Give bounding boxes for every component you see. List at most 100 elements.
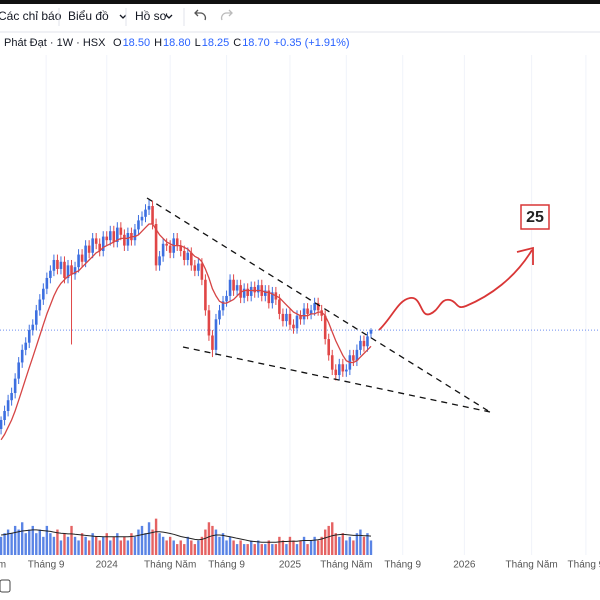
candle-body — [116, 227, 119, 242]
volume-bar — [42, 536, 45, 555]
candle-body — [186, 252, 190, 260]
volume-bar — [260, 544, 263, 555]
volume-bar — [52, 536, 56, 555]
x-tick-label: 2024 — [96, 560, 119, 571]
candle-body — [20, 349, 24, 363]
candle-body — [352, 355, 355, 361]
volume-bar — [285, 544, 288, 555]
candle-body — [218, 310, 221, 320]
volume-bar — [309, 540, 313, 555]
candle-body — [200, 263, 204, 280]
candle-body — [137, 220, 140, 230]
ohlc-value: 18.50 — [123, 37, 151, 49]
volume-bar — [91, 533, 94, 555]
candle-body — [24, 342, 28, 350]
candle-body — [320, 310, 323, 316]
volume-bar — [133, 536, 137, 555]
candle-body — [271, 292, 274, 304]
candle-body — [221, 301, 225, 311]
volume-bar — [130, 533, 133, 555]
candle-body — [144, 209, 147, 217]
volume-bar — [49, 533, 52, 555]
ohlc-key: C — [233, 37, 241, 49]
change-value: +0.35 (+1.91%) — [274, 37, 350, 49]
candle-body — [31, 324, 35, 331]
candle-body — [133, 229, 137, 241]
candle-body — [299, 315, 302, 320]
undo-button[interactable] — [194, 9, 207, 21]
volume-bar — [235, 544, 239, 555]
volume-bar — [161, 536, 165, 555]
candle-body — [17, 362, 20, 379]
candle-body — [306, 308, 309, 314]
candle-body — [52, 259, 56, 271]
volume-bar — [306, 544, 309, 555]
candle-body — [84, 245, 87, 262]
candle-body — [281, 313, 285, 322]
volume-bar — [126, 540, 130, 555]
volume-bar — [158, 533, 161, 555]
top-bar — [0, 0, 600, 4]
volume-bar — [299, 540, 302, 555]
candle-body — [161, 243, 165, 257]
candle-body — [98, 243, 102, 251]
volume-bar — [87, 540, 91, 555]
candle-body — [123, 234, 126, 246]
volume-bar — [24, 533, 27, 555]
candle-body — [295, 315, 299, 329]
volume-bar — [218, 536, 221, 555]
volume-bar — [119, 540, 123, 555]
candle-body — [323, 315, 327, 340]
candle-body — [345, 369, 348, 372]
volume-bar — [278, 536, 281, 555]
candle-body — [154, 224, 158, 266]
indicators-button[interactable]: Các chỉ báo — [0, 9, 62, 23]
volume-bar — [3, 533, 6, 555]
candle-body — [6, 400, 10, 411]
candle-body — [313, 303, 316, 311]
volume-bar — [355, 533, 359, 555]
volume-bar — [207, 522, 211, 555]
volume-bar — [362, 536, 366, 555]
x-tick-label: Tháng Năm — [0, 560, 6, 571]
candle-body — [38, 299, 42, 311]
candle-body — [267, 290, 271, 304]
candle-body — [59, 261, 63, 269]
candle-body — [140, 216, 144, 221]
volume-bar — [190, 540, 193, 555]
volume-bar — [151, 529, 154, 555]
volume-bar — [70, 525, 73, 555]
candle-body — [362, 340, 366, 347]
volume-bar — [28, 529, 31, 555]
candle-body — [366, 336, 369, 347]
chevron — [165, 14, 173, 19]
candle-body — [147, 206, 151, 210]
volume-bar — [320, 536, 323, 555]
volume-bar — [288, 536, 292, 555]
calendar-icon[interactable] — [0, 579, 11, 593]
volume-bar — [154, 518, 158, 555]
candle-body — [108, 231, 112, 241]
volume-bar — [179, 540, 182, 555]
candle-body — [66, 265, 70, 278]
volume-average — [1, 529, 372, 543]
x-tick-label: Tháng 9 — [208, 560, 245, 571]
volume-bar — [242, 544, 246, 555]
profile-menu[interactable]: Hồ sơ — [135, 9, 168, 23]
volume-bar — [211, 525, 214, 555]
volume-bar — [20, 522, 24, 555]
ohlc-value: 18.70 — [242, 37, 270, 49]
symbol-label: Phát Đạt · 1W · HSX — [4, 37, 106, 49]
chart-menu[interactable]: Biểu đồ — [68, 9, 109, 23]
volume-bar — [165, 540, 168, 555]
redo-button[interactable] — [220, 9, 233, 21]
volume-bar — [246, 544, 249, 555]
candle-body — [228, 279, 232, 296]
candle-body — [211, 335, 214, 350]
candle-body — [253, 286, 257, 293]
plot: Tháng Năm Tháng 9 2024 Tháng Năm Tháng 9 2025… — [0, 55, 600, 571]
forecast-arrow — [378, 249, 533, 331]
candle-body — [246, 288, 249, 296]
volume-bar — [172, 540, 175, 555]
candle-body — [288, 313, 292, 325]
